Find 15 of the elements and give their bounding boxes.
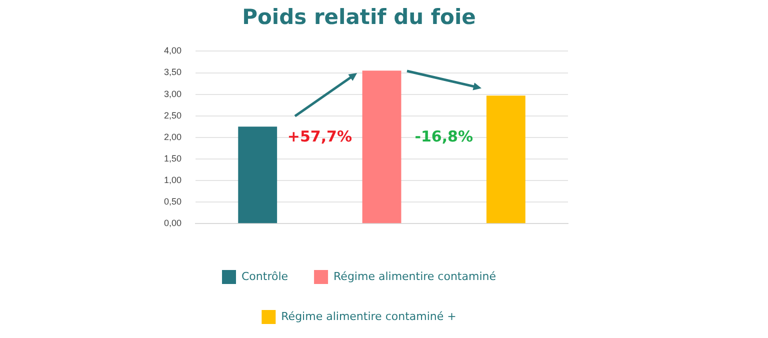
legend-label: Régime alimentire contaminé + bbox=[281, 310, 456, 323]
y-tick-label: 3,50 bbox=[164, 67, 182, 78]
y-tick-label: 4,00 bbox=[164, 46, 182, 56]
y-tick-label: 1,50 bbox=[164, 153, 182, 164]
y-tick-label: 0,50 bbox=[164, 196, 182, 207]
legend-label: Contrôle bbox=[242, 270, 288, 283]
legend-label: Régime alimentire contaminé bbox=[334, 270, 496, 283]
annotation: -16,8% bbox=[414, 127, 473, 146]
chart-title: Poids relatif du foie bbox=[242, 5, 476, 30]
y-tick-label: 0,00 bbox=[164, 218, 182, 228]
y-tick-label: 2,50 bbox=[164, 110, 182, 120]
y-tick-label: 2,00 bbox=[164, 132, 182, 142]
y-tick-label: 3,00 bbox=[164, 88, 182, 99]
annotation: +57,7% bbox=[287, 127, 352, 146]
y-tick-label: 1,00 bbox=[164, 174, 182, 185]
